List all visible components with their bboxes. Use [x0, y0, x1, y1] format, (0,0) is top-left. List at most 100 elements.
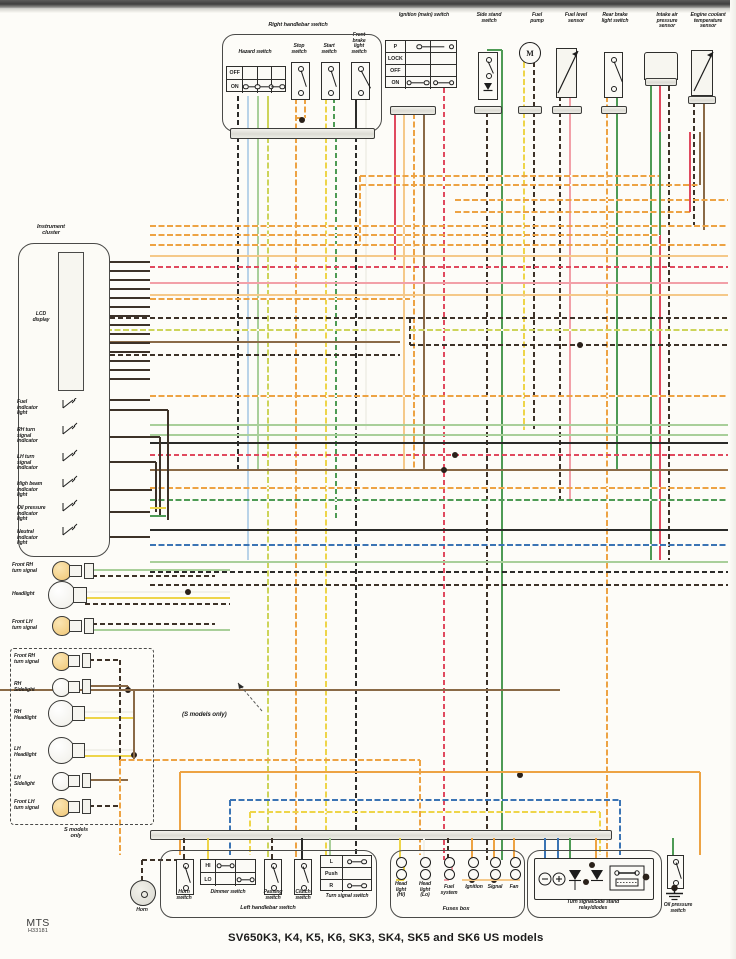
annotation-s-models-only: (S models only) [182, 711, 227, 718]
bulb-base [68, 801, 80, 813]
label-oil-pressure-switch: Oil pressure switch [663, 902, 693, 914]
passing-switch-body[interactable] [264, 859, 282, 895]
bulb-connector [82, 679, 91, 694]
fuse-headlight-hi[interactable] [396, 857, 407, 880]
bulb-base [68, 775, 80, 787]
wire-segment [83, 748, 135, 752]
label-start-switch: Start switch [321, 43, 337, 55]
wire-segment [150, 514, 166, 518]
turn-signal-switch-table[interactable]: L Push R [320, 855, 372, 892]
oil-pressure-switch-body[interactable] [667, 855, 684, 889]
hazard-on-c2 [254, 80, 274, 93]
wire-segment [300, 838, 304, 860]
wire-segment [150, 498, 728, 502]
ign-row-lock: LOCK [386, 53, 406, 64]
wire-segment [85, 602, 230, 606]
label-rear-brake-light-switch: Rear brake light switch [601, 12, 629, 24]
wire-segment [89, 778, 128, 782]
wire-segment [294, 137, 298, 860]
wire-segment [150, 297, 410, 301]
bulb-connector [82, 773, 91, 788]
label-front-brake-light-switch: Front brake light switch [351, 32, 367, 55]
stop-switch-body[interactable] [291, 62, 310, 100]
wire-segment [267, 96, 269, 135]
ops-arm [674, 862, 682, 879]
wire-segment [105, 296, 150, 300]
clutch-switch-body[interactable] [294, 859, 312, 895]
wire-segment [230, 798, 620, 802]
bulb-base [72, 743, 85, 758]
label-fuse-ignition: Ignition [465, 884, 483, 890]
wire-segment [105, 377, 150, 381]
wire-segment [105, 332, 150, 336]
side-stand-switch-body[interactable] [478, 52, 498, 100]
bulb-base [72, 706, 85, 721]
label-instrument-cluster: Instrument cluster [37, 224, 65, 237]
s-models-group [10, 648, 154, 825]
rear-brake-light-switch-body[interactable] [604, 52, 623, 98]
wire-segment [360, 183, 700, 187]
fuse-headlight-lo[interactable] [420, 857, 431, 880]
fuse-ignition[interactable] [468, 857, 479, 880]
wire-segment [140, 860, 144, 880]
wire-segment [38, 353, 400, 357]
wire-segment [105, 314, 150, 318]
ignition-switch-table[interactable]: P LOCK OFF ON [385, 40, 457, 89]
start-switch-body[interactable] [321, 62, 340, 100]
hazard-switch-table[interactable]: OFF ON [226, 66, 286, 93]
wire-segment [38, 316, 410, 320]
left-handlebar-switch-group[interactable] [160, 850, 377, 918]
wire-segment [354, 137, 358, 860]
wire-segment [422, 838, 426, 858]
turn-signal-relay-group[interactable] [527, 850, 662, 918]
wire-segment [236, 96, 240, 135]
wire-junction-dot [577, 342, 583, 348]
label-front-rh-turn-signal: Front RH turn signal [12, 562, 37, 574]
wire-segment [408, 318, 412, 345]
label-horn: Horn [136, 907, 148, 913]
rear-brake-light-connector [601, 106, 627, 114]
side-stand-connector [474, 106, 502, 114]
wire-junction-dot [185, 589, 191, 595]
contact-pair [242, 83, 258, 90]
dimmer-row-lo: LO [201, 873, 216, 886]
bulb-base [69, 620, 82, 632]
wire-segment [332, 98, 336, 128]
fuse-fan[interactable] [510, 857, 521, 880]
wire-segment [92, 622, 215, 626]
contact-pair [346, 883, 367, 889]
wire-segment [485, 112, 489, 860]
fuse-fuel-system[interactable] [444, 857, 455, 880]
wire-segment [38, 328, 400, 332]
fuses-box-group[interactable] [390, 850, 525, 918]
bulb-connector [82, 799, 91, 814]
diode-icon [483, 83, 493, 92]
fuse-signal[interactable] [490, 857, 501, 880]
headlight-base [73, 587, 87, 603]
rbls-arm [612, 61, 623, 83]
front-brake-light-switch-body[interactable] [351, 62, 371, 100]
ign-off-c2 [431, 65, 456, 76]
wire-segment [360, 174, 660, 178]
wire-segment [446, 838, 450, 858]
contact-pair [216, 863, 235, 869]
stop-switch-terminal-bottom [298, 90, 304, 96]
wire-segment [568, 96, 572, 112]
label-lh-sidelight: LH Sidelight [14, 775, 35, 787]
hazard-off-c3 [272, 67, 286, 79]
wire-segment [150, 506, 166, 510]
horn-switch-body[interactable] [176, 859, 194, 895]
clutch-sw-arm [302, 866, 309, 883]
label-side-stand-switch: Side stand switch [476, 12, 502, 24]
wire-segment [150, 224, 728, 228]
horn-sw-terminal-bottom [182, 885, 189, 891]
wire-segment [594, 838, 598, 858]
dimmer-switch-table[interactable]: HI LO [200, 859, 256, 886]
wire-junction-dot [440, 466, 448, 474]
wire-segment [522, 112, 526, 430]
wire-segment [658, 132, 662, 235]
label-engine-coolant-temperature-sensor: Engine coolant temperature sensor [690, 12, 726, 29]
label-right-handlebar-switch: Right handlebar switch [268, 22, 328, 28]
start-switch-terminal-bottom [328, 90, 334, 96]
wire-segment [105, 408, 168, 412]
